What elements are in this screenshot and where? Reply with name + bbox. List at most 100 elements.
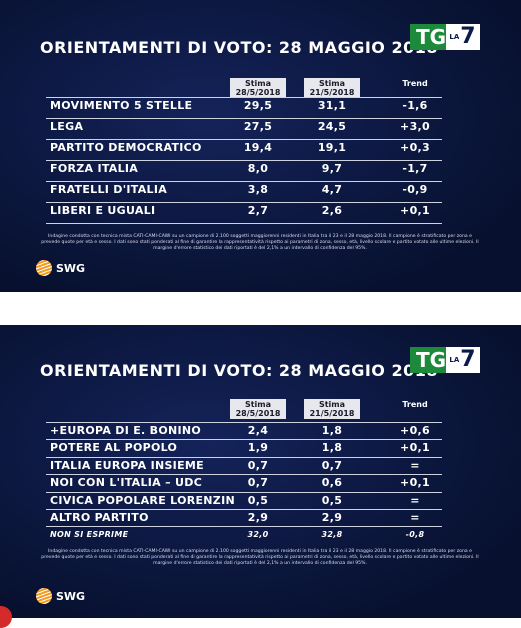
row-rule	[46, 118, 442, 119]
party-name: +EUROPA DI E. BONINO	[50, 424, 202, 437]
party-name: ITALIA EUROPA INSIEME	[50, 458, 204, 472]
row-rule	[46, 139, 442, 140]
party-name: PARTITO DEMOCRATICO	[50, 141, 202, 154]
party-name: FRATELLI D'ITALIA	[50, 183, 168, 196]
party-name: ALTRO PARTITO	[50, 511, 149, 524]
row-rule	[46, 202, 442, 203]
row-rule	[46, 509, 442, 510]
extra-value: -0,8	[405, 530, 425, 540]
row-value: +0,3	[400, 141, 430, 154]
row-value: 19,4	[243, 141, 273, 154]
brand-logo	[36, 260, 52, 276]
header-line: Stima	[244, 400, 272, 409]
party-name: LIBERI E UGUALI	[50, 204, 156, 217]
row-value: 0,7	[247, 476, 269, 490]
row-value: -1,6	[402, 99, 428, 112]
header-line: Trend	[402, 400, 428, 409]
logo-la: LA	[449, 356, 460, 364]
column-header: Stima 28/5/2018	[230, 78, 286, 98]
row-value: -0,9	[402, 183, 428, 196]
extra-name: NON SI ESPRIME	[50, 530, 129, 540]
row-value: 0,5	[321, 493, 343, 507]
row-value: +0,1	[400, 476, 430, 490]
party-name: POTERE AL POPOLO	[50, 441, 178, 455]
row-rule	[46, 422, 442, 423]
header-line: Stima	[318, 400, 346, 409]
extra-value: 32,0	[247, 530, 269, 540]
row-value: 9,7	[321, 162, 343, 175]
header-line: Trend	[402, 79, 428, 88]
footnote: Indagine condotta con tecnica mista CATI…	[41, 234, 479, 251]
header-line: 28/5/2018	[235, 409, 281, 418]
row-value: 1,8	[321, 441, 343, 455]
row-value: 0,7	[247, 458, 269, 472]
row-rule	[46, 439, 442, 441]
column-header: Stima 21/5/2018	[304, 399, 360, 419]
party-name: FORZA ITALIA	[50, 162, 139, 175]
row-rule	[46, 491, 442, 493]
row-rule	[46, 526, 442, 528]
header-line: 21/5/2018	[309, 88, 355, 97]
row-value: =	[410, 458, 420, 472]
row-value: 0,7	[321, 458, 343, 472]
row-value: 2,9	[247, 511, 269, 524]
logo-tg: TG	[410, 347, 453, 373]
extra-value: 32,8	[321, 530, 343, 540]
row-rule	[46, 456, 442, 458]
panel-title: ORIENTAMENTI DI VOTO: 28 MAGGIO 2018	[40, 38, 438, 57]
column-header: Stima 28/5/2018	[230, 399, 286, 419]
header-line: 21/5/2018	[309, 409, 355, 418]
row-value: 0,6	[321, 476, 343, 490]
header-line: Stima	[244, 79, 272, 88]
panel: ORIENTAMENTI DI VOTO: 28 MAGGIO 2018 TG LA…	[0, 325, 521, 618]
party-name: LEGA	[50, 120, 84, 133]
brand-name: SWG	[56, 590, 86, 603]
logo-la7: LA7	[446, 347, 480, 373]
row-value: 4,7	[321, 183, 343, 196]
column-header: Trend	[395, 399, 435, 410]
panel-title: ORIENTAMENTI DI VOTO: 28 MAGGIO 2018	[40, 361, 438, 380]
row-value: +0,6	[400, 424, 430, 437]
brand-name: SWG	[56, 262, 86, 275]
row-value: 1,8	[321, 424, 343, 437]
row-value: 1,9	[247, 441, 269, 455]
row-value: 2,4	[247, 424, 269, 437]
row-value: +0,1	[400, 441, 430, 455]
footnote: Indagine condotta con tecnica mista CATI…	[41, 549, 479, 566]
row-value: +0,1	[400, 204, 430, 217]
logo-la7: LA7	[446, 24, 480, 50]
row-value: +3,0	[400, 120, 430, 133]
logo-la: LA	[449, 33, 460, 41]
row-value: 19,1	[317, 141, 347, 154]
row-rule	[46, 474, 442, 476]
row-value: 2,6	[321, 204, 343, 217]
logo-7: 7	[460, 347, 476, 372]
row-rule	[46, 223, 442, 224]
row-rule	[46, 181, 442, 182]
header-line: Stima	[318, 79, 346, 88]
column-header: Stima 21/5/2018	[304, 78, 360, 98]
row-value: =	[410, 493, 420, 507]
row-value: 31,1	[317, 99, 347, 112]
party-name: CIVICA POPOLARE LORENZIN	[50, 493, 235, 507]
column-header: Trend	[395, 78, 435, 89]
row-value: 3,8	[247, 183, 269, 196]
brand-logo	[36, 588, 52, 604]
party-name: MOVIMENTO 5 STELLE	[50, 99, 193, 112]
row-rule	[46, 160, 442, 161]
row-value: 2,7	[247, 204, 269, 217]
row-value: -1,7	[402, 162, 428, 175]
row-value: 8,0	[247, 162, 269, 175]
panel: ORIENTAMENTI DI VOTO: 28 MAGGIO 2018 TG LA…	[0, 0, 521, 292]
row-value: 2,9	[321, 511, 343, 524]
header-line: 28/5/2018	[235, 88, 281, 97]
row-value: 24,5	[317, 120, 347, 133]
row-value: 0,5	[247, 493, 269, 507]
row-rule	[46, 97, 442, 98]
logo-tg: TG	[410, 24, 453, 50]
logo-7: 7	[460, 24, 476, 49]
row-value: 27,5	[243, 120, 273, 133]
row-value: 29,5	[243, 99, 273, 112]
row-value: =	[410, 511, 420, 524]
party-name: NOI CON L'ITALIA – UDC	[50, 476, 203, 490]
